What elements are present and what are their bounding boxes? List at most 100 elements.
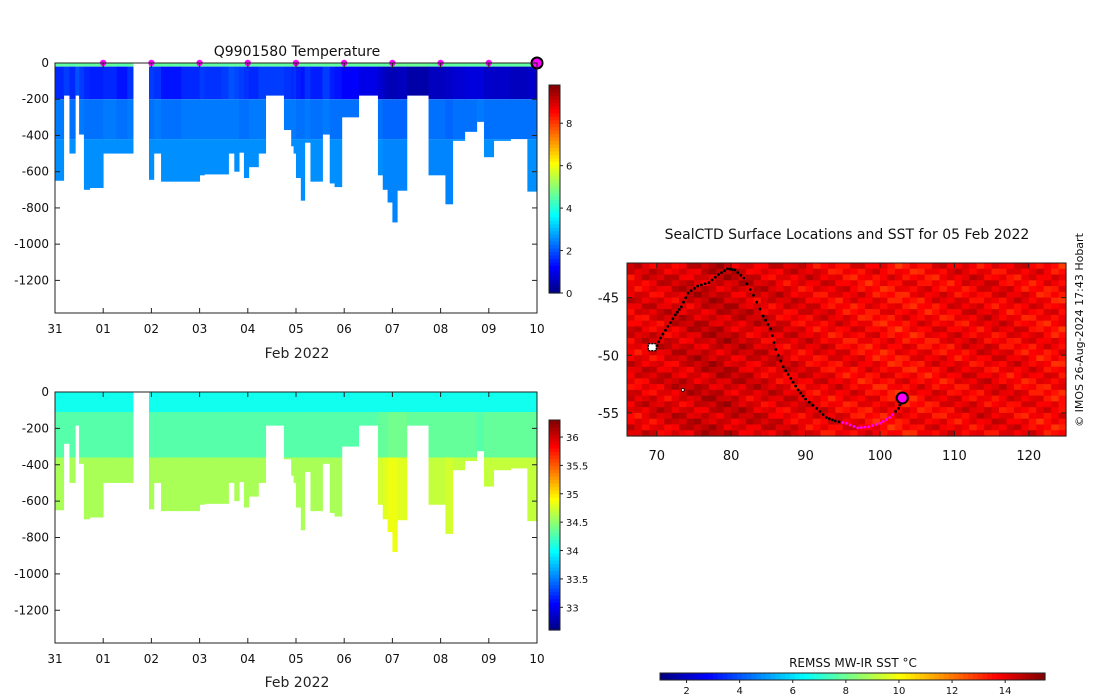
sst-cell xyxy=(872,412,881,420)
sst-cell xyxy=(865,274,874,281)
sst-cell xyxy=(827,384,836,391)
sst-cell xyxy=(820,407,829,414)
sst-cell xyxy=(827,407,836,414)
sst-cell xyxy=(1036,384,1045,391)
sst-cell xyxy=(708,412,717,420)
sst-cell xyxy=(738,424,747,431)
sst-cell xyxy=(999,372,1008,379)
sst-cell xyxy=(887,337,896,345)
sst-cell xyxy=(961,303,970,310)
profile-cell xyxy=(161,457,182,512)
sst-cell xyxy=(932,274,941,281)
profile-cell xyxy=(387,139,393,203)
track-point xyxy=(801,394,805,398)
track-point xyxy=(881,419,885,423)
sst-cell xyxy=(1043,337,1052,345)
profile-cell xyxy=(75,412,80,426)
sst-cell xyxy=(634,407,643,414)
sst-cell xyxy=(827,280,836,287)
sst-cell xyxy=(827,326,836,333)
sst-cell xyxy=(798,297,807,304)
sst-cell xyxy=(671,361,680,368)
sst-cell xyxy=(984,424,993,431)
sst-cell xyxy=(649,430,658,437)
sst-cell xyxy=(835,280,844,287)
profile-column xyxy=(510,63,528,140)
sst-cell xyxy=(820,286,829,293)
sst-cell xyxy=(984,291,993,299)
sst-cell xyxy=(1013,337,1022,345)
profile-cell xyxy=(127,99,134,140)
sst-cell xyxy=(634,303,643,310)
sst-cell xyxy=(790,355,799,362)
sst-cell xyxy=(798,430,807,437)
sst-cell xyxy=(835,337,844,345)
sst-cell xyxy=(813,320,822,328)
sst-cell xyxy=(946,332,955,339)
sst-cell xyxy=(917,314,926,322)
profile-cell xyxy=(283,66,292,100)
sst-cell xyxy=(850,366,859,374)
profile-cell xyxy=(55,139,65,181)
sst-cell xyxy=(798,303,807,310)
sst-cell xyxy=(708,395,717,402)
sst-cell xyxy=(902,407,911,414)
sst-cell xyxy=(723,372,732,379)
profile-column xyxy=(127,392,134,483)
sst-cell xyxy=(1028,366,1037,374)
sst-cell xyxy=(693,395,703,402)
sst-cell xyxy=(634,389,643,397)
sst-cell xyxy=(1058,314,1067,322)
sst-cell xyxy=(917,332,926,339)
sst-cell xyxy=(723,297,732,304)
colorbar-segment xyxy=(549,130,560,135)
sst-cell xyxy=(984,401,993,408)
x-tick-label: 04 xyxy=(240,652,255,666)
sst-colorbar-segment xyxy=(862,673,868,680)
sst-cell xyxy=(865,361,874,368)
sst-cell xyxy=(753,372,762,379)
profile-column xyxy=(116,392,128,483)
sst-cell xyxy=(1028,280,1037,287)
profile-cell xyxy=(310,66,323,100)
sst-cell xyxy=(842,407,851,414)
profile-cell xyxy=(397,63,408,67)
sst-cell xyxy=(671,286,680,293)
sst-cell xyxy=(932,372,941,379)
sst-cell xyxy=(999,424,1008,431)
sst-cell xyxy=(1013,412,1022,420)
sst-cell xyxy=(671,355,680,362)
colorbar-segment xyxy=(549,535,560,540)
sst-cell xyxy=(701,268,710,276)
sst-cell xyxy=(1043,268,1052,276)
sst-cell xyxy=(902,372,911,379)
sst-cell xyxy=(999,349,1008,356)
colorbar-segment xyxy=(549,119,560,124)
sst-cell xyxy=(857,418,866,426)
sst-cell xyxy=(708,349,717,356)
colorbar-tick-label: 0 xyxy=(566,289,572,300)
sst-cell xyxy=(679,412,688,420)
colorbar-segment xyxy=(549,427,560,432)
sst-cell xyxy=(798,384,807,391)
sst-cell xyxy=(723,343,732,351)
sst-cell xyxy=(746,355,755,362)
sst-cell xyxy=(887,401,896,408)
sst-cell xyxy=(805,268,814,276)
sst-cell xyxy=(872,291,881,299)
colorbar-tick-label: 36 xyxy=(566,433,579,444)
colorbar-segment xyxy=(549,157,560,162)
profile-column xyxy=(476,63,485,122)
sst-cell xyxy=(686,274,695,281)
profile-column xyxy=(228,63,235,154)
colorbar-segment xyxy=(549,539,560,544)
sst-cell xyxy=(932,384,941,391)
profile-cell xyxy=(476,99,485,122)
sst-cell xyxy=(813,361,822,368)
colorbar-tick-label: 35.5 xyxy=(566,461,588,472)
colorbar-segment xyxy=(549,164,560,169)
track-point xyxy=(799,391,803,395)
sst-cell xyxy=(1013,389,1022,397)
sst-cell xyxy=(924,291,933,299)
sst-cell xyxy=(924,407,933,414)
